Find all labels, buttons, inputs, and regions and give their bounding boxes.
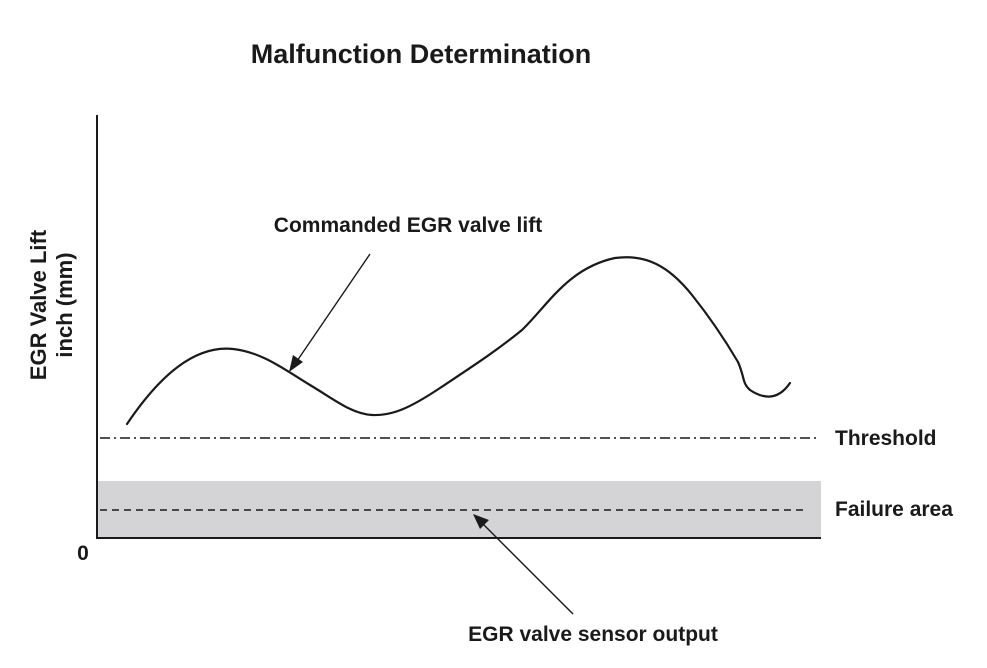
sensor-arrow-shaft [480,521,574,615]
y-axis-label-line1: EGR Valve Lift [26,229,51,380]
sensor-arrow-head [473,514,489,529]
commanded-lift-curve [125,256,792,426]
sensor-output-label: EGR valve sensor output [468,623,718,646]
commanded-lift-label: Commanded EGR valve lift [274,214,542,237]
commanded-arrow-shaft [296,253,371,362]
y-axis-label-line2: inch (mm) [52,252,77,357]
chart-title: Malfunction Determination [251,39,592,69]
failure-area-label: Failure area [835,498,953,521]
commanded-arrow-head [289,355,303,372]
threshold-label: Threshold [835,427,937,450]
origin-label: 0 [77,542,89,565]
